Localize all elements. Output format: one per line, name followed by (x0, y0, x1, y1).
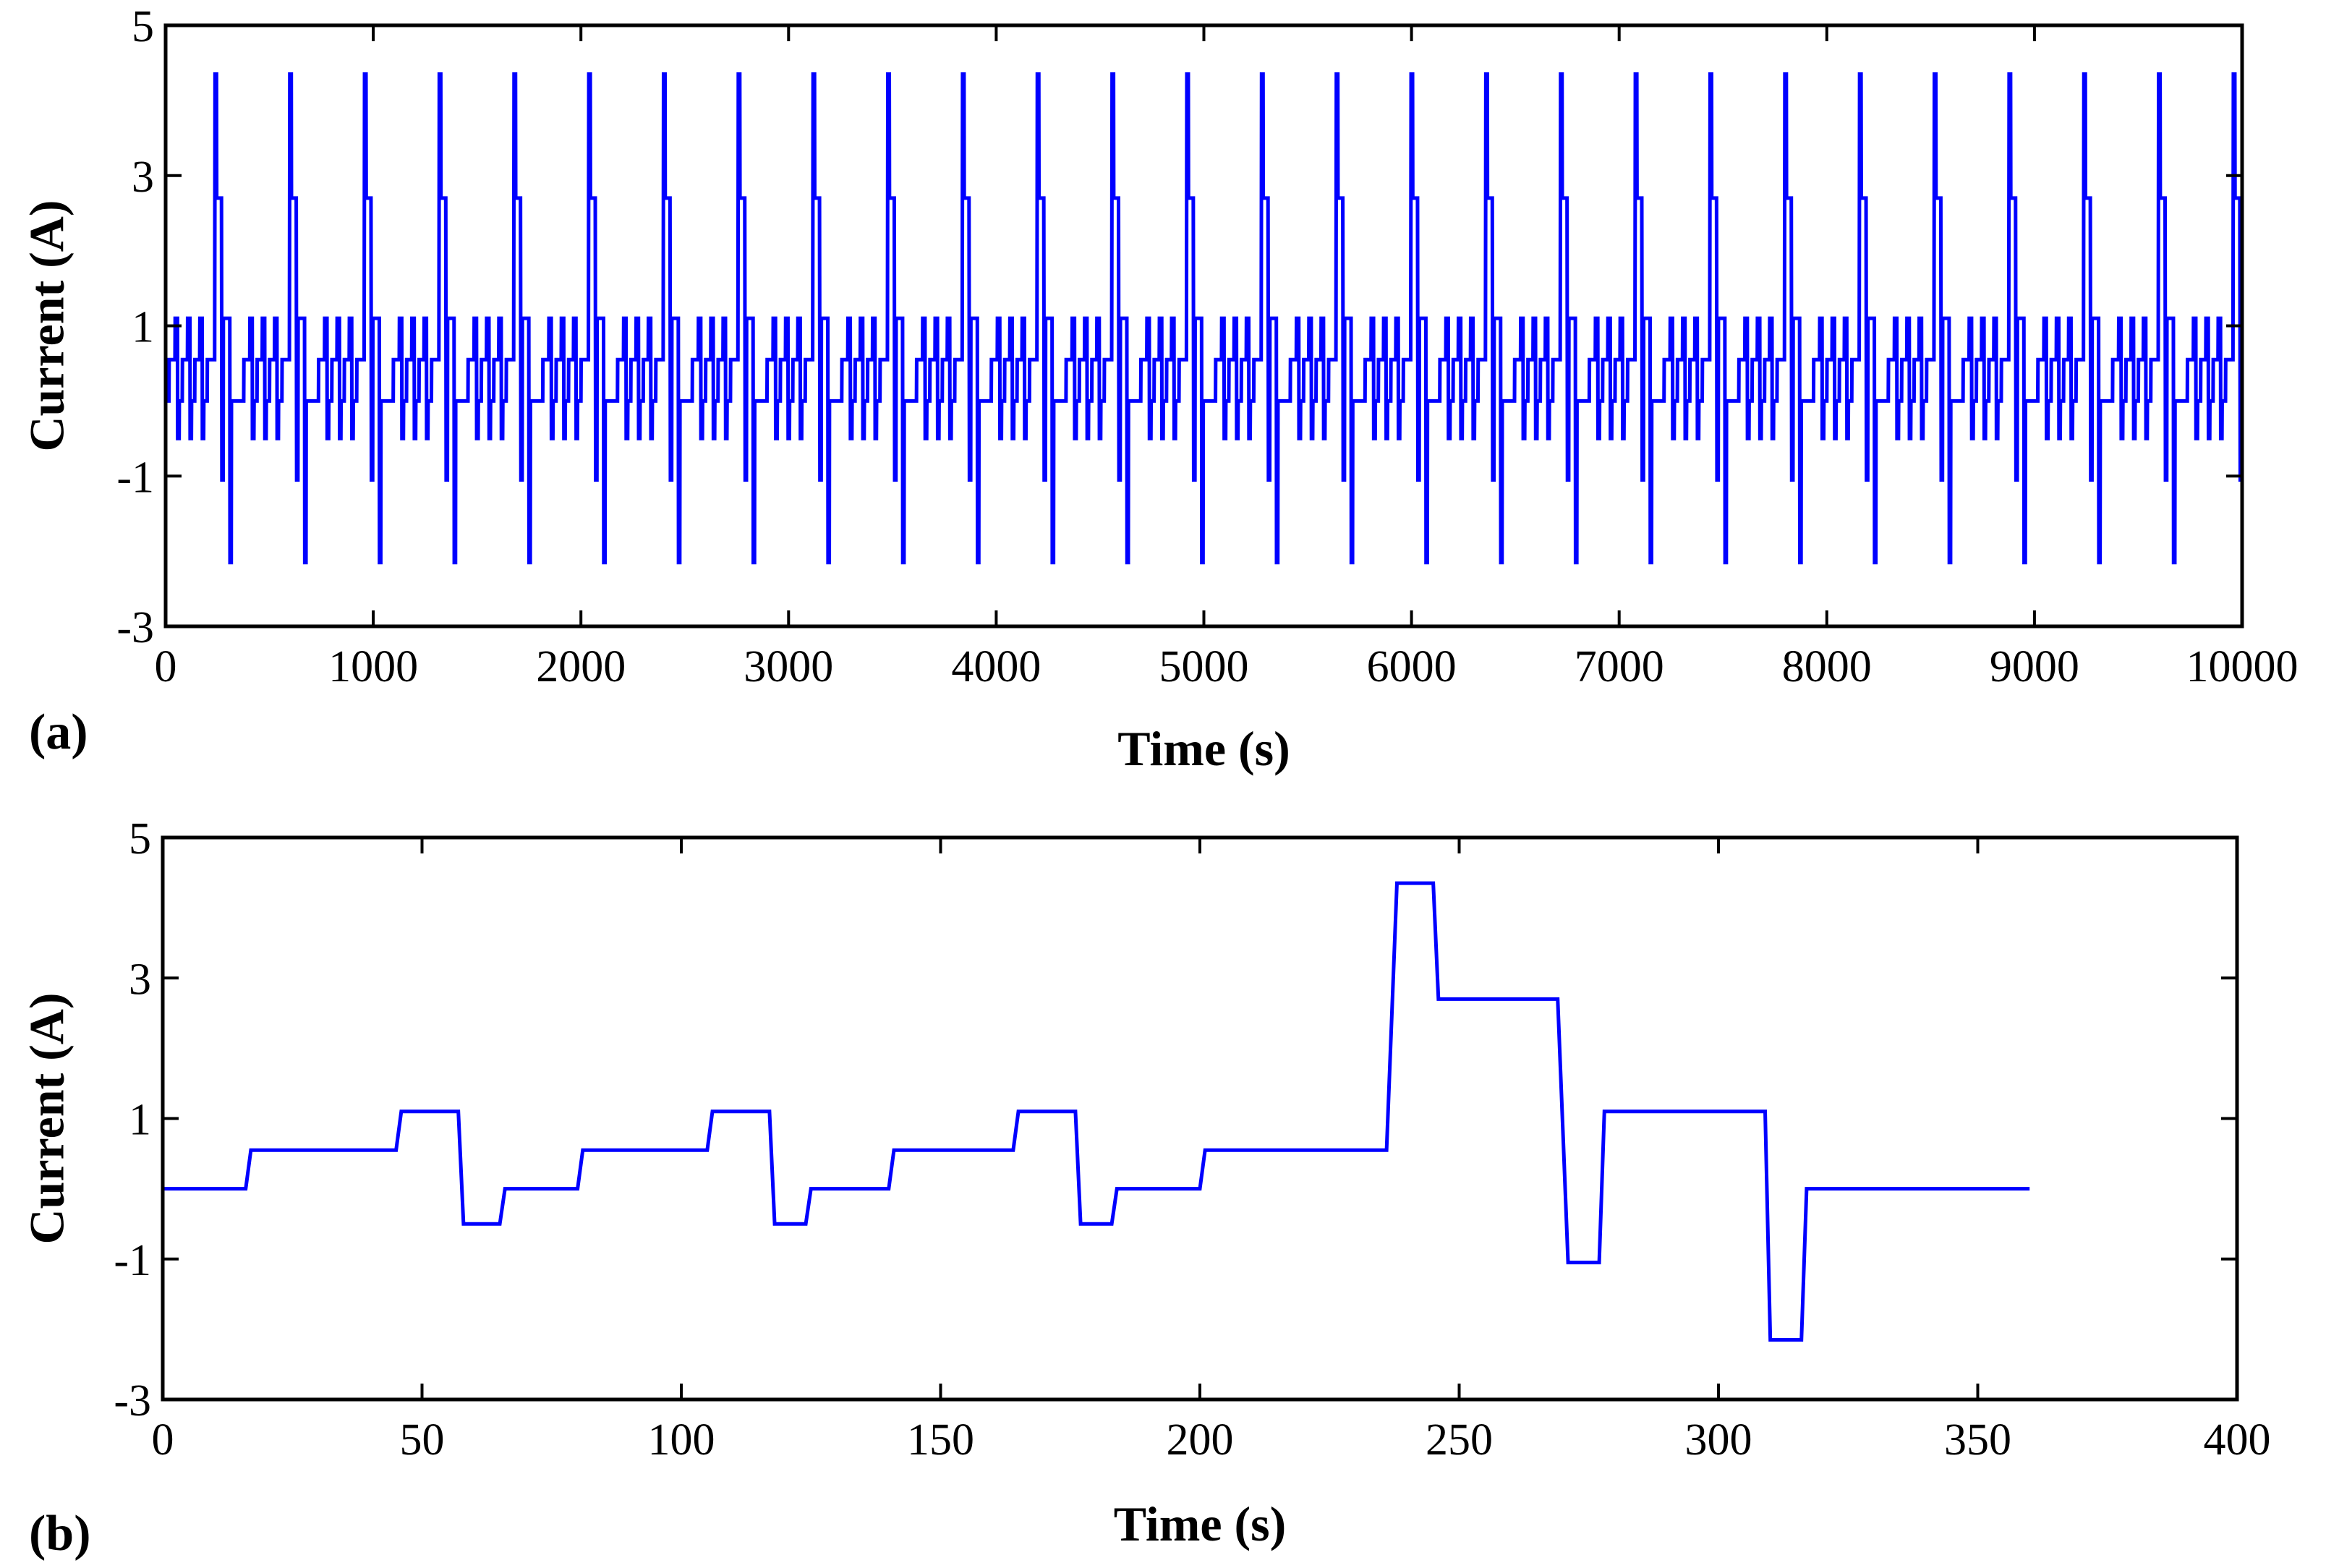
x-tick-label: 250 (1426, 1415, 1493, 1465)
panel-a-y-axis-title: Current (A) (20, 200, 74, 451)
y-tick-label: -1 (116, 453, 154, 502)
panel-a-x-axis-title: Time (s) (1117, 721, 1290, 776)
x-tick-label: 6000 (1367, 642, 1457, 691)
series-line (166, 72, 2244, 565)
x-tick-label: 9000 (1990, 642, 2079, 691)
y-tick-label: 5 (129, 814, 151, 864)
x-tick-label: 3000 (744, 642, 833, 691)
x-tick-label: 2000 (536, 642, 626, 691)
panel-b-label: (b) (29, 1506, 91, 1561)
y-tick-label: 3 (129, 955, 151, 1004)
x-tick-label: 150 (907, 1415, 974, 1465)
panel-a-label: (a) (29, 704, 88, 760)
panel-a-series (166, 72, 2244, 565)
x-tick-label: 7000 (1575, 642, 1664, 691)
x-tick-label: 10000 (2186, 642, 2299, 691)
x-tick-label: 350 (1944, 1415, 2011, 1465)
x-tick-label: 1000 (328, 642, 418, 691)
x-tick-label: 200 (1167, 1415, 1234, 1465)
y-tick-label: 1 (132, 303, 154, 352)
series-line (163, 881, 2030, 1342)
x-tick-label: 4000 (951, 642, 1041, 691)
panel-b-axes-frame (161, 835, 2239, 1402)
x-tick-label: 0 (152, 1415, 174, 1465)
panel-a-ticks: 0 1000 2000 3000 4000 5000 6000 7000 8000 9000 100… (116, 2, 2298, 691)
y-tick-label: 3 (132, 153, 154, 202)
x-tick-label: 5000 (1159, 642, 1249, 691)
y-tick-label: 5 (132, 2, 154, 51)
panel-b-series (163, 881, 2030, 1342)
x-tick-label: 300 (1685, 1415, 1752, 1465)
x-tick-label: 0 (155, 642, 177, 691)
y-tick-label: -1 (114, 1236, 151, 1285)
x-tick-label: 8000 (1782, 642, 1872, 691)
panel-b-ticks: 0 50 100 150 200 250 300 350 400 -3 -1 1 3 5 (114, 814, 2270, 1465)
panel-b: 0 50 100 150 200 250 300 350 400 -3 -1 1 3 5 Time (s)… (20, 814, 2271, 1561)
y-tick-label: 1 (129, 1096, 151, 1145)
x-tick-label: 400 (2204, 1415, 2271, 1465)
x-tick-label: 100 (648, 1415, 715, 1465)
y-tick-label: -3 (114, 1376, 151, 1426)
panel-a: 0 1000 2000 3000 4000 5000 6000 7000 8000 9000 100… (20, 2, 2299, 776)
y-tick-label: -3 (116, 603, 154, 652)
panel-b-x-axis-title: Time (s) (1114, 1496, 1287, 1551)
panel-b-y-axis-title: Current (A) (20, 992, 74, 1244)
x-tick-label: 50 (400, 1415, 445, 1465)
